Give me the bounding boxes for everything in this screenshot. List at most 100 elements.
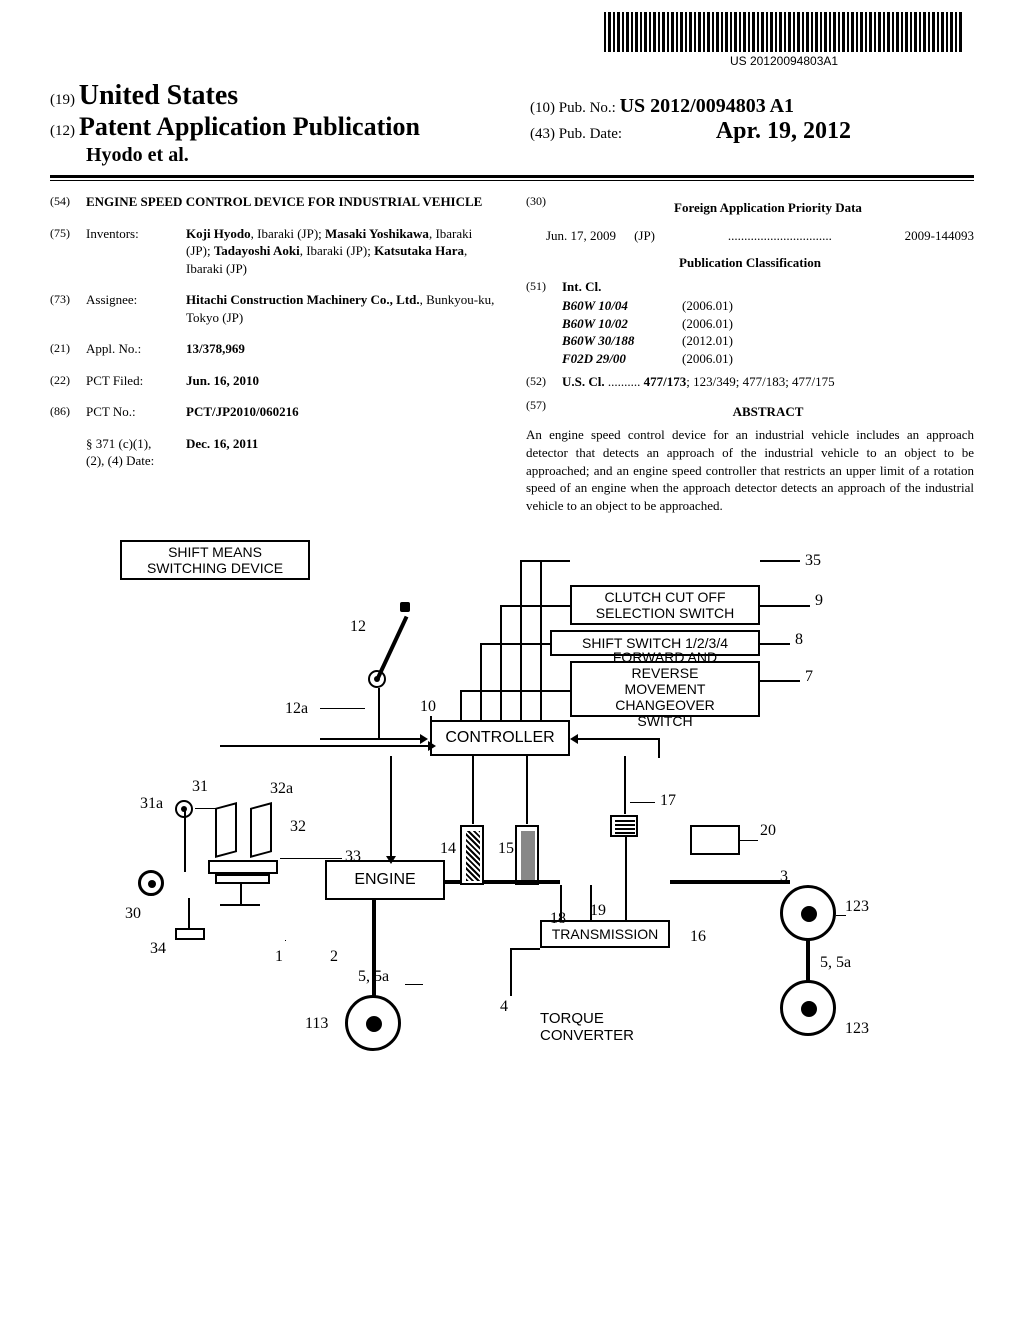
foreign-num: 2009-144093 — [905, 227, 974, 245]
code-19: (19) — [50, 92, 75, 108]
box-shift-means: SHIFT MEANS SWITCHING DEVICE — [120, 540, 310, 580]
s371-date: Dec. 16, 2011 — [186, 436, 258, 451]
lbl-34: 34 — [150, 940, 166, 958]
lbl-12: 12 — [350, 618, 366, 636]
lbl-32: 32 — [290, 818, 306, 836]
foreign-date: Jun. 17, 2009 — [546, 227, 616, 245]
publication-title: Patent Application Publication — [79, 112, 420, 142]
biblio-columns: (54) ENGINE SPEED CONTROL DEVICE FOR IND… — [50, 193, 974, 514]
barcode-region: US 20120094803A1 — [604, 12, 964, 68]
lbl-123a: 123 — [845, 898, 869, 916]
lbl-1: 1 — [275, 948, 283, 966]
uscl-rest: ; 123/349; 477/183; 477/175 — [686, 374, 834, 389]
lbl-4: 4 — [500, 998, 508, 1016]
right-column: (30) Foreign Application Priority Data J… — [526, 193, 974, 514]
code-43: (43) — [530, 126, 555, 142]
pct-no-code: (86) — [50, 403, 86, 421]
appl-code: (21) — [50, 340, 86, 358]
lbl-15: 15 — [498, 840, 514, 858]
pub-class-header: Publication Classification — [526, 254, 974, 272]
lbl-10: 10 — [420, 698, 436, 716]
lbl-17: 17 — [660, 792, 676, 810]
left-column: (54) ENGINE SPEED CONTROL DEVICE FOR IND… — [50, 193, 498, 514]
assignee-value: Hitachi Construction Machinery Co., Ltd.… — [186, 291, 498, 326]
intcl-2: B60W 30/188 — [562, 332, 682, 350]
uscl-bold: 477/173 — [644, 374, 687, 389]
uscl-dots: .......... — [608, 374, 641, 389]
lbl-32a: 32a — [270, 780, 293, 798]
intcl-0: B60W 10/04 — [562, 297, 682, 315]
lbl-7: 7 — [805, 668, 813, 686]
lbl-9: 9 — [815, 592, 823, 610]
uscl-code: (52) — [526, 373, 562, 391]
box-fwd-rev: FORWARD AND REVERSE MOVEMENT CHANGEOVER … — [570, 661, 760, 717]
authors: Hyodo et al. — [86, 144, 974, 167]
code-10: (10) — [530, 100, 555, 116]
pct-no: PCT/JP2010/060216 — [186, 404, 299, 419]
assignee-label: Assignee: — [86, 291, 186, 326]
barcode-graphic — [604, 12, 964, 52]
inventors-value: Koji Hyodo, Ibaraki (JP); Masaki Yoshika… — [186, 225, 498, 278]
pct-filed: Jun. 16, 2010 — [186, 373, 259, 388]
pub-no: US 2012/0094803 A1 — [620, 95, 794, 117]
intcl-code: (51) — [526, 278, 562, 296]
barcode-text: US 20120094803A1 — [604, 54, 964, 68]
lbl-18: 18 — [550, 910, 566, 928]
pct-no-label: PCT No.: — [86, 403, 186, 421]
abstract-header: ABSTRACT — [562, 403, 974, 421]
foreign-country: (JP) — [634, 227, 655, 245]
lbl-19: 19 — [590, 902, 606, 920]
rule-thick — [50, 175, 974, 178]
lbl-113: 113 — [305, 1015, 328, 1033]
inventors-label: Inventors: — [86, 225, 186, 278]
intcl-3: F02D 29/00 — [562, 350, 682, 368]
abstract-text: An engine speed control device for an in… — [526, 426, 974, 514]
lbl-35: 35 — [805, 552, 821, 570]
lbl-123b: 123 — [845, 1020, 869, 1038]
foreign-dots: ................................ — [655, 227, 905, 245]
pub-date: Apr. 19, 2012 — [716, 118, 851, 144]
abstract-code: (57) — [526, 397, 562, 427]
lbl-16: 16 — [690, 928, 706, 946]
appl-no: 13/378,969 — [186, 341, 245, 356]
pct-filed-label: PCT Filed: — [86, 372, 186, 390]
title-code: (54) — [50, 193, 86, 211]
box-controller: CONTROLLER — [430, 720, 570, 756]
intcl-1-ver: (2006.01) — [682, 315, 733, 333]
lbl-30: 30 — [125, 905, 141, 923]
uscl-label: U.S. Cl. — [562, 374, 605, 389]
lbl-14: 14 — [440, 840, 456, 858]
s371-label: § 371 (c)(1), (2), (4) Date: — [86, 435, 186, 470]
assignee-code: (73) — [50, 291, 86, 326]
intcl-1: B60W 10/02 — [562, 315, 682, 333]
lever-knob — [400, 602, 410, 612]
header-right: (10) Pub. No.: US 2012/0094803 A1 (43) P… — [530, 95, 851, 145]
pub-no-label: Pub. No.: — [559, 100, 616, 116]
intcl-0-ver: (2006.01) — [682, 297, 733, 315]
pub-date-label: Pub. Date: — [559, 126, 622, 142]
inventors-code: (75) — [50, 225, 86, 278]
foreign-header: Foreign Application Priority Data — [562, 199, 974, 217]
figure-diagram: SHIFT MEANS SWITCHING DEVICE CLUTCH CUT … — [120, 540, 900, 1100]
lbl-8: 8 — [795, 631, 803, 649]
intcl-2-ver: (2012.01) — [682, 332, 733, 350]
lbl-20: 20 — [760, 822, 776, 840]
box-engine: ENGINE — [325, 860, 445, 900]
appl-label: Appl. No.: — [86, 340, 186, 358]
code-12: (12) — [50, 123, 75, 140]
box-torque-conv: TORQUE CONVERTER — [540, 1010, 634, 1044]
invention-title: ENGINE SPEED CONTROL DEVICE FOR INDUSTRI… — [86, 193, 498, 211]
lbl-2: 2 — [330, 948, 338, 966]
lbl-12a: 12a — [285, 700, 308, 718]
box-clutch-cut: CLUTCH CUT OFF SELECTION SWITCH — [570, 585, 760, 625]
lbl-31: 31 — [192, 778, 208, 796]
pct-filed-code: (22) — [50, 372, 86, 390]
lbl-5-5a-r: 5, 5a — [820, 954, 851, 972]
foreign-code: (30) — [526, 193, 562, 223]
lbl-3: 3 — [780, 868, 788, 886]
intcl-label: Int. Cl. — [562, 279, 601, 294]
rule-thin — [50, 180, 974, 181]
lbl-31a: 31a — [140, 795, 163, 813]
country-name: United States — [79, 80, 238, 111]
intcl-3-ver: (2006.01) — [682, 350, 733, 368]
